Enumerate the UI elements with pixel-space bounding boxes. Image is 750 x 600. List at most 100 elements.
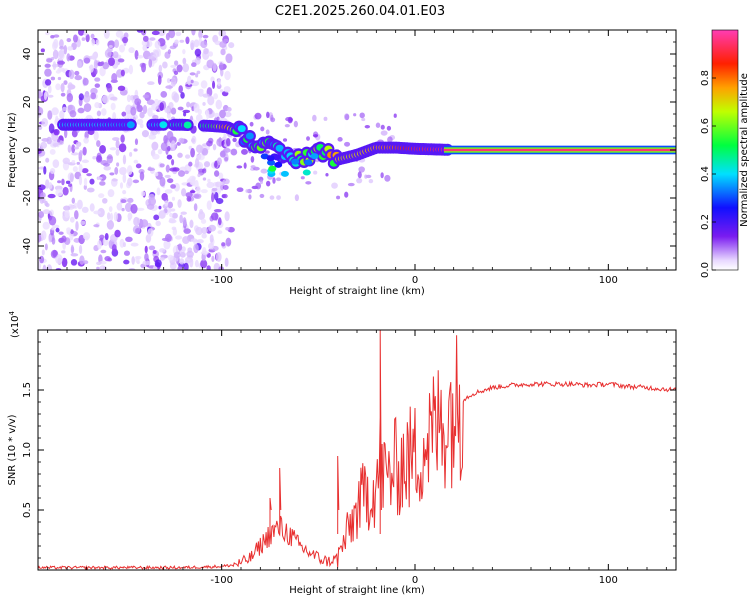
noise-blob <box>60 82 65 93</box>
noise-blob <box>203 48 209 55</box>
noise-blob <box>190 147 195 158</box>
noise-blob <box>91 38 96 46</box>
noise-blob <box>83 31 88 36</box>
noise-blob <box>106 212 111 220</box>
noise-blob <box>356 177 363 184</box>
noise-blob <box>43 92 48 101</box>
spectrogram-panel: -100 0 100 -40 -20 0 20 40 Height of straight l… <box>7 29 677 297</box>
noise-blob <box>78 30 85 36</box>
noise-blob <box>331 182 338 189</box>
noise-blob <box>140 219 149 228</box>
noise-blob <box>83 184 87 190</box>
noise-blob <box>159 163 165 168</box>
noise-blob <box>202 168 207 174</box>
noise-blob <box>189 178 196 186</box>
noise-blob <box>47 85 52 94</box>
noise-blob <box>134 98 142 106</box>
noise-blob <box>63 128 68 139</box>
noise-blob <box>67 46 74 51</box>
noise-blob <box>364 124 371 129</box>
noise-blob <box>156 187 161 196</box>
noise-blob <box>64 209 70 219</box>
noise-blob <box>170 77 177 87</box>
noise-blob <box>81 168 89 174</box>
noise-blob <box>207 95 215 106</box>
noise-blob <box>305 181 312 185</box>
noise-blob <box>159 256 165 261</box>
noise-blob <box>380 130 388 136</box>
noise-blob <box>194 259 199 268</box>
noise-blob <box>123 259 130 265</box>
noise-blob <box>123 115 132 119</box>
noise-blob <box>213 209 222 213</box>
noise-blob <box>52 249 58 258</box>
noise-blob <box>167 254 174 261</box>
noise-blob <box>70 258 78 266</box>
noise-blob <box>243 162 247 169</box>
noise-blob <box>147 107 153 117</box>
noise-blob <box>196 185 201 194</box>
noise-blob <box>152 265 158 270</box>
noise-blob <box>221 242 226 247</box>
noise-blob <box>179 251 186 258</box>
noise-blob <box>84 131 89 140</box>
noise-blob <box>152 114 159 120</box>
noise-blob <box>128 47 135 54</box>
noise-blob <box>102 197 108 204</box>
noise-blob <box>166 154 173 160</box>
noise-blob <box>189 257 194 268</box>
noise-blob <box>96 110 102 117</box>
spectrogram-xlabel: Height of straight line (km) <box>289 286 425 297</box>
noise-blob <box>206 59 215 69</box>
noise-blob <box>121 111 127 117</box>
noise-blob <box>208 224 217 232</box>
noise-blob <box>223 38 229 43</box>
noise-blob <box>71 159 76 164</box>
noise-blob <box>222 193 228 199</box>
y-tick-label: -20 <box>22 190 33 206</box>
noise-blob <box>217 79 221 87</box>
ridge-branch-blob <box>268 165 277 172</box>
noise-blob <box>159 248 166 253</box>
noise-blob <box>94 68 98 75</box>
noise-blob <box>114 39 120 49</box>
noise-blob <box>47 110 53 120</box>
noise-blob <box>245 189 249 193</box>
noise-blob <box>71 129 78 138</box>
noise-blob <box>232 137 237 143</box>
noise-blob <box>180 92 185 99</box>
noise-blob <box>171 196 176 201</box>
noise-blob <box>71 144 76 154</box>
noise-blob <box>211 187 218 192</box>
noise-blob <box>83 177 88 187</box>
y-tick-label: 40 <box>22 48 33 61</box>
noise-blob <box>158 205 162 210</box>
noise-blob <box>141 130 150 138</box>
noise-blob <box>142 35 149 42</box>
noise-blob <box>62 157 71 165</box>
noise-blob <box>151 141 159 151</box>
noise-blob <box>211 255 215 263</box>
noise-blob <box>186 101 191 108</box>
noise-blob <box>147 167 156 171</box>
noise-blob <box>167 145 171 152</box>
noise-blob <box>200 218 207 224</box>
noise-blob <box>74 70 80 76</box>
noise-blob <box>168 102 174 109</box>
noise-blob <box>183 228 191 234</box>
noise-blob <box>159 176 166 187</box>
noise-blob <box>114 166 119 175</box>
noise-blob <box>139 111 145 119</box>
ridge-branch-blob <box>310 153 319 160</box>
noise-blob <box>260 168 268 174</box>
noise-blob <box>196 239 204 244</box>
noise-blob <box>224 70 231 81</box>
noise-blob <box>174 39 179 45</box>
noise-blob <box>152 249 157 255</box>
ridge-branch-blob <box>267 159 276 166</box>
noise-blob <box>225 237 232 247</box>
noise-blob <box>169 217 176 223</box>
x-tick-label: 0 <box>412 575 418 586</box>
noise-blob <box>181 188 187 197</box>
noise-blob <box>183 262 189 270</box>
